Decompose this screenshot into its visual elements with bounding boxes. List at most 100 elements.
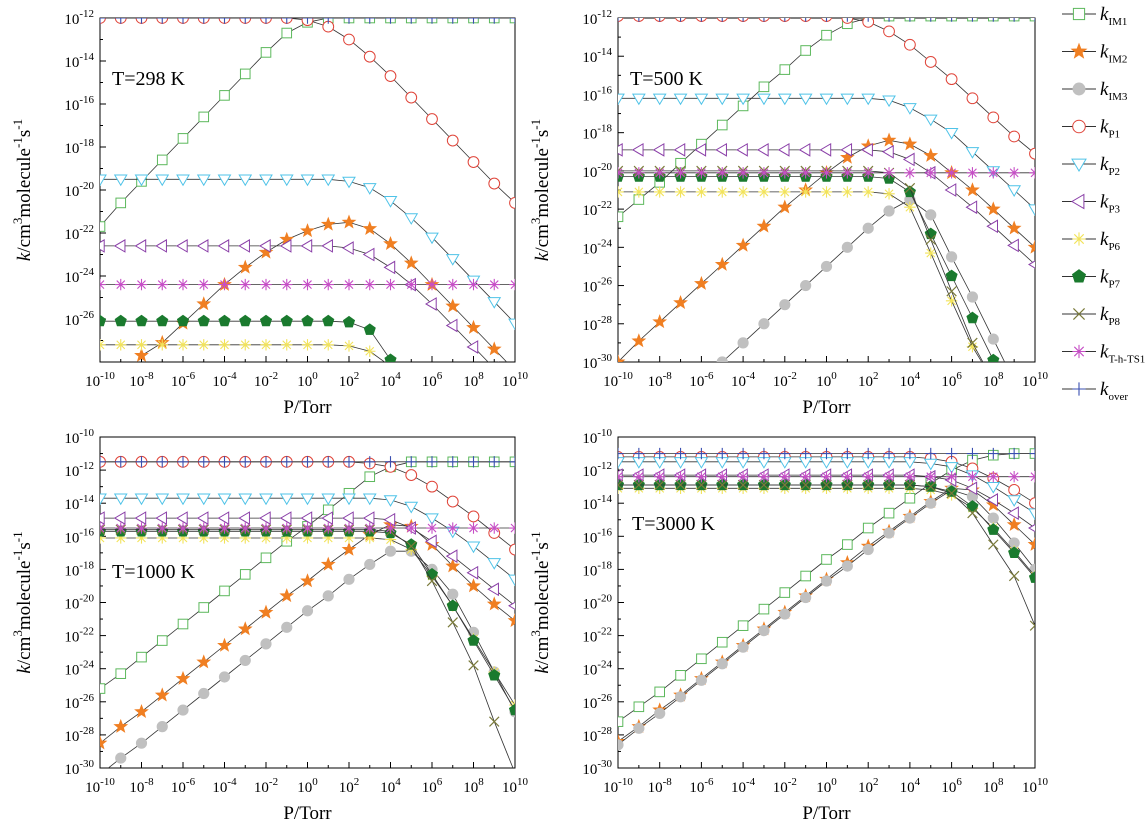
data-point-TS1 — [800, 167, 811, 178]
data-point-IM1 — [634, 702, 644, 712]
series-TS1 — [94, 279, 520, 290]
data-point-TS1 — [468, 279, 479, 290]
y-tick-label: 10-10 — [64, 427, 94, 447]
data-point-TS1 — [967, 471, 978, 482]
x-tick-label: 100 — [816, 776, 837, 796]
data-point-TS1 — [385, 279, 396, 290]
data-point-TS1 — [654, 167, 665, 178]
x-tick-label: 1010 — [502, 776, 529, 796]
data-point-IM1 — [220, 91, 230, 101]
x-tick-label: 10-8 — [129, 776, 154, 796]
data-point-TS1 — [675, 471, 686, 482]
data-point-TS1 — [842, 167, 853, 178]
data-point-IM1 — [261, 48, 271, 58]
data-point-IM3 — [738, 338, 748, 348]
data-point-P2 — [509, 575, 521, 585]
data-point-TS1 — [94, 522, 105, 533]
data-point-IM2 — [342, 215, 355, 227]
data-point-P1 — [489, 178, 500, 189]
data-point-IM1 — [697, 654, 707, 664]
data-point-TS1 — [988, 167, 999, 178]
x-axis-label: P/Torr — [283, 397, 332, 418]
data-point-P3 — [322, 240, 332, 252]
data-point-P6 — [260, 339, 271, 350]
y-tick-label: 10-22 — [582, 199, 612, 219]
data-point-IM3 — [947, 252, 957, 262]
x-tick-label: 1010 — [1022, 370, 1049, 390]
data-point-P7 — [1008, 375, 1019, 386]
y-tick-label: 10-28 — [582, 725, 612, 745]
data-point-P7 — [136, 315, 147, 326]
y-tick-label: 10-30 — [64, 758, 94, 778]
x-tick-label: 102 — [858, 370, 879, 390]
data-point-P7 — [260, 315, 271, 326]
data-point-IM3 — [863, 544, 873, 554]
x-tick-label: 108 — [983, 370, 1004, 390]
y-tick-label: 10-14 — [64, 493, 94, 513]
x-tick-label: 100 — [297, 776, 318, 796]
data-point-TS1 — [717, 471, 728, 482]
data-point-TS1 — [406, 279, 417, 290]
data-point-TS1 — [821, 471, 832, 482]
legend-item-P6: kP6 — [1062, 229, 1121, 253]
legend-item-P1: kP1 — [1062, 117, 1120, 141]
data-point-TS1 — [136, 522, 147, 533]
data-point-TS1 — [737, 167, 748, 178]
data-point-IM3 — [116, 753, 126, 763]
data-point-TS1 — [447, 522, 458, 533]
legend-marker-P2 — [1072, 159, 1086, 171]
data-point-P2 — [260, 175, 272, 185]
data-point-P1 — [946, 74, 957, 85]
data-point-TS1 — [219, 279, 230, 290]
data-point-P3 — [716, 144, 726, 156]
data-point-TS1 — [1029, 471, 1040, 482]
data-point-P2 — [198, 494, 210, 504]
data-point-IM1 — [801, 571, 811, 581]
data-point-P6 — [883, 188, 894, 199]
x-tick-label: 108 — [983, 776, 1004, 796]
x-tick-label: 10-4 — [731, 776, 756, 796]
data-point-TS1 — [489, 279, 500, 290]
data-point-P3 — [260, 512, 270, 524]
data-point-TS1 — [323, 279, 334, 290]
x-tick-label: 10-6 — [171, 370, 196, 390]
data-point-IM1 — [780, 65, 790, 75]
data-point-P3 — [302, 240, 312, 252]
legend-marker-P3 — [1072, 195, 1084, 209]
data-point-IM3 — [613, 740, 623, 750]
data-point-TS1 — [94, 279, 105, 290]
series-TS1 — [612, 471, 1040, 482]
y-axis-label: k/cm3molecule-1s-1 — [528, 119, 553, 261]
legend-item-P8: kP8 — [1062, 304, 1121, 328]
y-axis-label: k/cm3molecule-1s-1 — [10, 531, 35, 673]
data-point-P2 — [177, 175, 189, 185]
data-point-P2 — [987, 482, 999, 492]
data-point-P3 — [94, 240, 104, 252]
data-point-IM3 — [448, 589, 458, 599]
data-point-IM3 — [759, 319, 769, 329]
x-tick-label: 10-6 — [171, 776, 196, 796]
data-point-IM1 — [717, 120, 727, 130]
data-point-IM3 — [738, 642, 748, 652]
series-line-IM3 — [100, 551, 515, 774]
data-point-TS1 — [447, 279, 458, 290]
data-point-P8 — [947, 286, 957, 296]
data-point-IM1 — [822, 555, 832, 565]
data-point-P7 — [343, 316, 354, 327]
series-line-P8 — [618, 171, 993, 381]
data-point-P2 — [488, 559, 500, 569]
data-point-P3 — [883, 146, 893, 158]
data-point-P3 — [115, 512, 125, 524]
data-point-P2 — [405, 214, 417, 224]
data-point-P2 — [156, 494, 168, 504]
data-point-P1 — [364, 51, 375, 62]
data-point-IM1 — [738, 621, 748, 631]
data-point-IM1 — [884, 508, 894, 518]
x-axis-label: P/Torr — [283, 803, 332, 824]
data-point-P1 — [427, 114, 438, 125]
temperature-annotation: T=298 K — [112, 68, 185, 90]
data-point-P6 — [364, 346, 375, 357]
data-point-P6 — [612, 186, 623, 197]
data-point-IM3 — [780, 300, 790, 310]
data-point-P6 — [675, 186, 686, 197]
